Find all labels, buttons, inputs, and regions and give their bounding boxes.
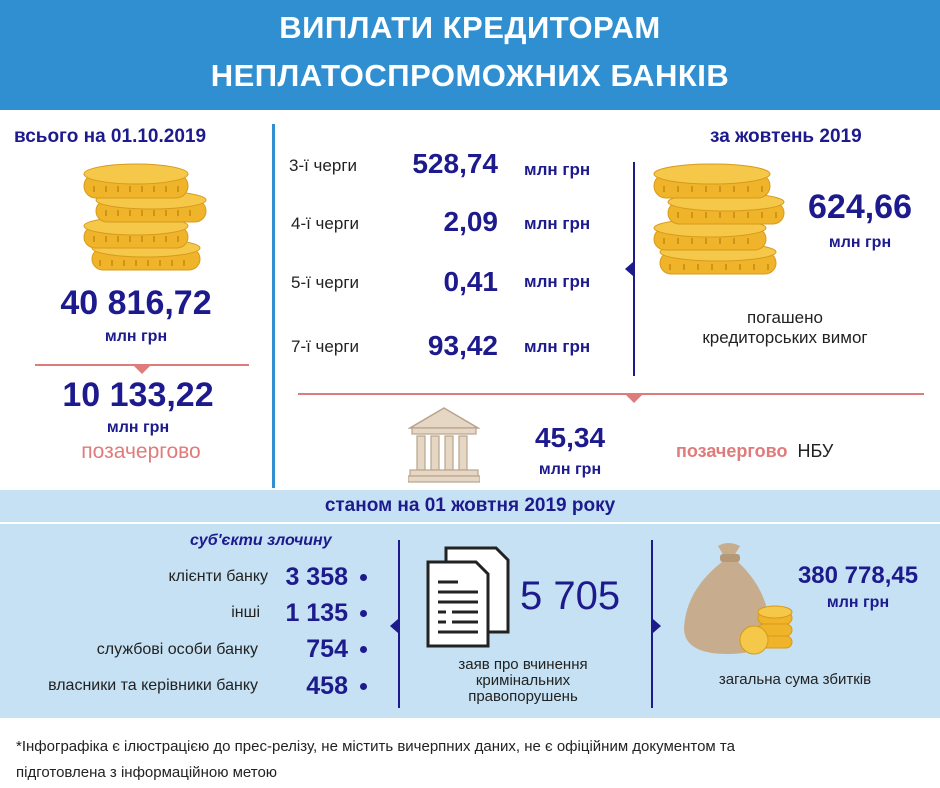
- title-line-2: НЕПЛАТОСПРОМОЖНИХ БАНКІВ: [210, 58, 730, 93]
- october-caption-line1: погашено: [747, 308, 823, 327]
- october-value: 624,66: [808, 188, 912, 226]
- queue-label: 7-ї черги: [291, 337, 360, 356]
- losses-caption: загальна сума збитків: [718, 671, 872, 688]
- footnote-line2: підготовлена з інформаційною метою: [16, 764, 278, 781]
- october-caption: погашено кредиторських вимог: [660, 308, 910, 348]
- nbu-label: позачергово НБУ: [676, 441, 833, 462]
- october-heading: за жовтень 2019: [710, 126, 862, 147]
- subjects-bracket: [398, 540, 400, 708]
- applications-caption-line2: кримінальних: [475, 672, 571, 689]
- queue-value: 528,74: [412, 148, 498, 179]
- queue-unit: млн грн: [524, 337, 591, 356]
- losses-unit: млн грн: [826, 594, 890, 611]
- total-value: 40 816,72: [60, 284, 212, 322]
- queue-value: 93,42: [427, 330, 498, 361]
- subject-value: 458: [306, 672, 348, 700]
- subject-label: власники та керівники банку: [48, 677, 258, 694]
- money-bag-icon: [684, 543, 793, 655]
- bracket-pointer: [625, 262, 633, 276]
- left-heading: всього на 01.10.2019: [14, 126, 207, 147]
- header-banner: ВИПЛАТИ КРЕДИТОРАМ НЕПЛАТОСПРОМОЖНИХ БАН…: [0, 0, 940, 110]
- subjects-bracket-pointer: [390, 619, 398, 633]
- applications-value: 5 705: [520, 574, 621, 618]
- queue-label: 5-ї черги: [291, 273, 360, 292]
- queue-label: 3-ї черги: [289, 156, 358, 175]
- coins-stack-icon: [83, 163, 207, 271]
- footnote: *Інфографіка є ілюстрацією до прес-реліз…: [16, 734, 926, 786]
- right-red-pointer: [626, 395, 642, 403]
- bullet-dot: [360, 610, 367, 617]
- queue-label: 4-ї черги: [291, 214, 360, 233]
- bank-building-icon: [408, 407, 480, 483]
- title-line-1: ВИПЛАТИ КРЕДИТОРАМ: [279, 10, 661, 45]
- queue-unit: млн грн: [524, 160, 591, 179]
- nbu-value: 45,34: [534, 422, 606, 453]
- subject-label: інші: [231, 604, 260, 621]
- left-red-pointer: [134, 366, 150, 374]
- applications-caption: заяв про вчинення кримінальних правопору…: [418, 657, 628, 705]
- bullet-dot: [360, 683, 367, 690]
- documents-icon: [426, 546, 510, 648]
- priority-unit: млн грн: [106, 419, 170, 436]
- priority-value: 10 133,22: [62, 376, 214, 414]
- october-caption-line2: кредиторських вимог: [702, 328, 868, 347]
- nbu-priority-label: позачергово: [676, 441, 788, 461]
- band-title-bar: станом на 01 жовтня 2019 року: [0, 490, 940, 524]
- queues-bracket: [633, 162, 635, 376]
- subject-value: 3 358: [285, 563, 348, 591]
- applications-caption-line1: заяв про вчинення: [458, 656, 588, 673]
- priority-label: позачергово: [81, 440, 201, 463]
- right-red-divider: [298, 393, 924, 395]
- applications-bracket-pointer: [653, 619, 661, 633]
- queue-value: 2,09: [443, 206, 499, 237]
- left-divider: [272, 124, 275, 488]
- october-unit: млн грн: [828, 234, 892, 251]
- total-unit: млн грн: [104, 328, 168, 345]
- nbu-bank-label: НБУ: [797, 441, 834, 461]
- coins-stack-icon: [653, 163, 785, 275]
- band-title: станом на 01 жовтня 2019 року: [324, 495, 616, 516]
- queue-unit: млн грн: [524, 272, 591, 291]
- left-red-divider: [35, 364, 249, 366]
- queue-unit: млн грн: [524, 214, 591, 233]
- losses-value: 380 778,45: [797, 562, 919, 589]
- applications-caption-line3: правопорушень: [468, 688, 578, 705]
- subject-label: службові особи банку: [96, 641, 258, 658]
- footnote-line1: *Інфографіка є ілюстрацією до прес-реліз…: [16, 738, 735, 755]
- bullet-dot: [360, 646, 367, 653]
- subject-label: клієнти банку: [168, 568, 269, 585]
- subject-value: 1 135: [285, 599, 348, 627]
- bullet-dot: [360, 574, 367, 581]
- queue-value: 0,41: [443, 266, 499, 297]
- subjects-heading: суб'єкти злочину: [190, 532, 332, 549]
- subject-value: 754: [306, 635, 348, 663]
- nbu-unit: млн грн: [538, 461, 602, 478]
- applications-bracket: [651, 540, 653, 708]
